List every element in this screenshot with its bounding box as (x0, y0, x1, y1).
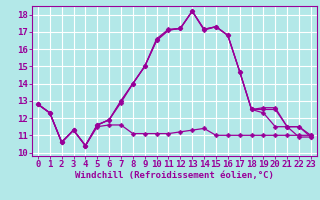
X-axis label: Windchill (Refroidissement éolien,°C): Windchill (Refroidissement éolien,°C) (75, 171, 274, 180)
